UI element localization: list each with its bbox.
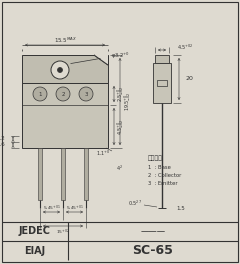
- Bar: [22, 55, 108, 83]
- Bar: [61, 148, 65, 200]
- Bar: [153, 63, 171, 103]
- Text: 2  : Collector: 2 : Collector: [148, 173, 181, 178]
- Circle shape: [79, 87, 93, 101]
- Text: 0.5$^{2}$$^{7}$: 0.5$^{2}$$^{7}$: [128, 198, 142, 208]
- Text: 1.1$^{+0}$: 1.1$^{+0}$: [96, 148, 111, 158]
- Text: 3: 3: [84, 92, 88, 97]
- Text: 1  : Base: 1 : Base: [148, 165, 171, 170]
- Text: 1: 1: [38, 92, 42, 97]
- Text: 5.45$^{+01}$: 5.45$^{+01}$: [66, 203, 84, 213]
- Text: 4.5$^{+02}$: 4.5$^{+02}$: [177, 42, 194, 52]
- Text: 4.5$^{+0}_{-02}$: 4.5$^{+0}_{-02}$: [116, 118, 126, 135]
- Bar: [22, 83, 108, 148]
- Circle shape: [33, 87, 47, 101]
- Text: 1.6: 1.6: [0, 143, 5, 148]
- Text: JEDEC: JEDEC: [19, 227, 51, 237]
- Text: ———: ———: [140, 227, 166, 236]
- Text: 3  : Emitter: 3 : Emitter: [148, 181, 178, 186]
- Text: 19.5$^{+0}_{-02}$: 19.5$^{+0}_{-02}$: [123, 92, 133, 111]
- Polygon shape: [94, 55, 108, 65]
- Text: EIAJ: EIAJ: [24, 246, 46, 256]
- Text: 2.5$^{+0}_{-02}$: 2.5$^{+0}_{-02}$: [116, 86, 126, 102]
- Circle shape: [51, 61, 69, 79]
- Text: 20: 20: [185, 77, 193, 82]
- Text: SC-65: SC-65: [132, 244, 174, 257]
- Text: 2.2: 2.2: [0, 136, 5, 142]
- Bar: [155, 55, 169, 63]
- Text: 1.5: 1.5: [176, 205, 185, 210]
- Circle shape: [58, 68, 62, 73]
- Bar: [157, 80, 167, 86]
- Text: 電極配列: 電極配列: [148, 155, 163, 161]
- Text: 4$^{2}$: 4$^{2}$: [116, 163, 123, 173]
- Text: 5.45$^{+01}$: 5.45$^{+01}$: [42, 203, 60, 213]
- Text: φ3.2$^{+0}$: φ3.2$^{+0}$: [111, 51, 130, 61]
- Text: 2: 2: [61, 92, 65, 97]
- Text: 15.5$^{MAX}$: 15.5$^{MAX}$: [54, 35, 77, 45]
- Bar: [84, 148, 88, 200]
- Bar: [38, 148, 42, 200]
- Text: 15$^{+02}$: 15$^{+02}$: [56, 227, 70, 237]
- Circle shape: [56, 87, 70, 101]
